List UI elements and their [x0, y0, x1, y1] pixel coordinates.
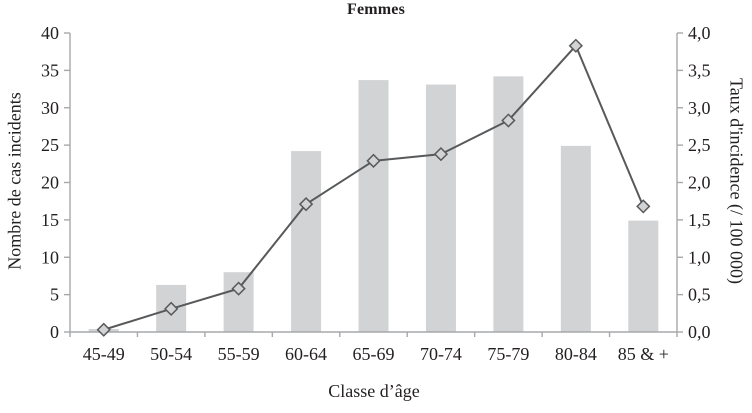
y-axis-right-tick-label: 0,0 — [688, 322, 711, 342]
y-axis-left-tick-label: 5 — [50, 285, 59, 305]
x-tick-label: 80-84 — [555, 344, 597, 364]
y-axis-right-tick-label: 1,5 — [688, 210, 711, 230]
diamond-marker — [568, 38, 583, 53]
x-axis-title: Classe d’âge — [328, 381, 420, 401]
diamond-marker — [96, 322, 111, 337]
y-axis-left-tick-label: 40 — [41, 23, 59, 43]
bar — [223, 272, 254, 332]
y-axis-left-tick-label: 30 — [41, 98, 59, 118]
y-axis-left-tick-label: 15 — [41, 210, 59, 230]
diamond-marker — [231, 281, 246, 296]
y-axis-left-tick-label: 0 — [50, 322, 59, 342]
y-axis-left-tick-label: 20 — [41, 173, 59, 193]
x-tick-label: 85 & + — [618, 344, 669, 364]
y-axis-left-tick-label: 35 — [41, 60, 59, 80]
x-tick-label: 75-79 — [487, 344, 529, 364]
x-tick-label: 70-74 — [420, 344, 462, 364]
bar — [628, 220, 659, 332]
x-tick-label: 60-64 — [285, 344, 327, 364]
diamond-marker — [433, 146, 449, 162]
x-tick-label: 65-69 — [353, 344, 395, 364]
bar — [291, 151, 322, 332]
x-tick-label: 50-54 — [150, 344, 192, 364]
y-axis-right-tick-label: 4,0 — [688, 23, 711, 43]
y-axis-left-tick-label: 25 — [41, 135, 59, 155]
y-axis-right-tick-label: 3,5 — [688, 60, 711, 80]
chart-title: Femmes — [346, 1, 406, 18]
bar — [560, 145, 591, 332]
y-axis-right-tick-label: 2,0 — [688, 173, 711, 193]
diamond-marker — [298, 197, 314, 212]
diamond-marker — [164, 301, 179, 316]
bar — [425, 84, 456, 332]
y-axis-left-tick-label: 10 — [41, 247, 59, 267]
diamond-marker — [636, 199, 651, 214]
y-axis-right-tick-label: 1,0 — [688, 247, 711, 267]
y-axis-right-tick-label: 3,0 — [688, 98, 711, 118]
diamond-marker — [501, 113, 516, 128]
bar — [358, 80, 389, 332]
x-tick-label: 45-49 — [83, 344, 125, 364]
y-axis-right-tick-label: 2,5 — [688, 135, 711, 155]
y-axis-right-tick-label: 0,5 — [688, 285, 711, 305]
x-tick-label: 55-59 — [218, 344, 260, 364]
diamond-marker — [366, 153, 381, 168]
